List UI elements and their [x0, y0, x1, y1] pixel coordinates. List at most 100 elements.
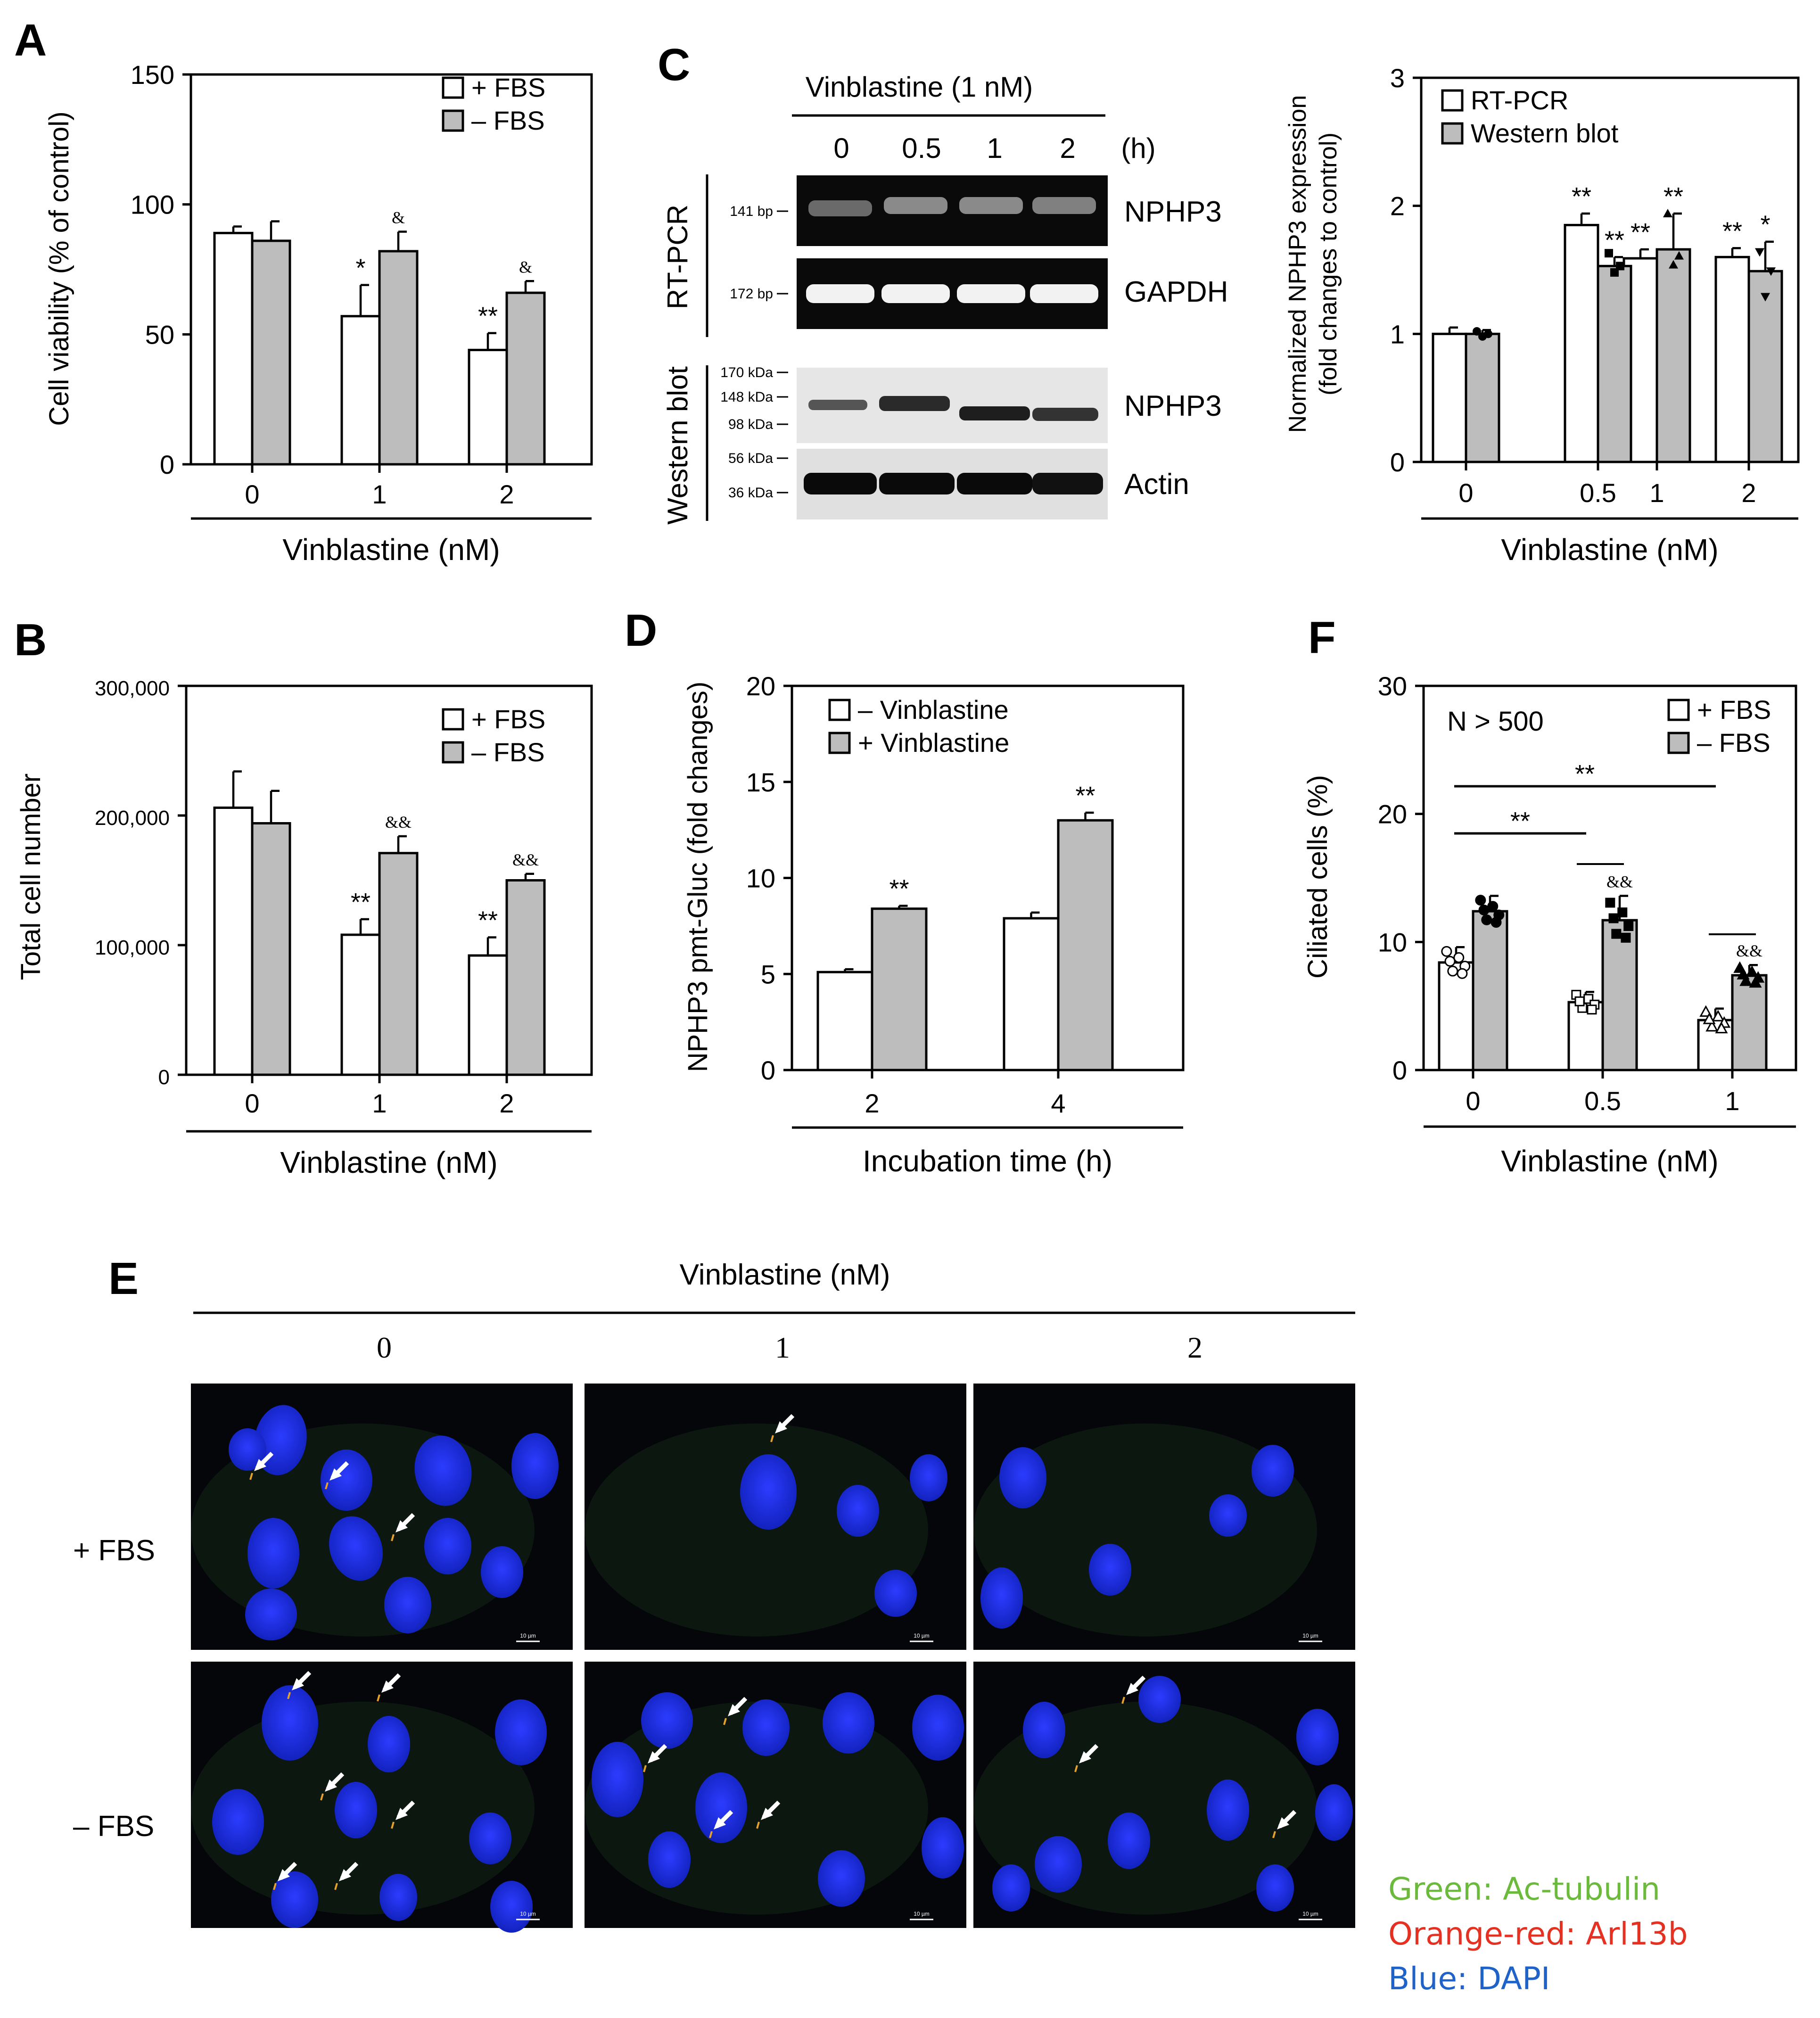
nucleus	[818, 1850, 865, 1907]
data-point	[1737, 968, 1750, 980]
significance-mark: *	[355, 254, 365, 282]
y-tick-label: 150	[131, 60, 174, 90]
microscopy-panel: Vinblastine (nM) 0 1 2 + FBS – FBS 10 µm…	[73, 1259, 1688, 1997]
y-axis-label: Ciliated cells (%)	[1302, 775, 1333, 979]
significance-mark: &&	[1606, 873, 1633, 891]
panel-letter-e: E	[108, 1253, 139, 1304]
y-tick-label: 3	[1390, 63, 1405, 93]
blot-bands-actin	[804, 473, 1103, 494]
cilium-arrowhead	[1079, 1751, 1091, 1763]
micro-background	[973, 1384, 1355, 1650]
legend-swatch	[828, 732, 851, 754]
nucleus	[823, 1692, 874, 1754]
nucleus	[229, 1428, 266, 1471]
blot-time-2: 1	[987, 132, 1002, 164]
bar	[505, 291, 546, 466]
legend-label: + FBS	[471, 704, 545, 734]
nucleus	[648, 1831, 691, 1888]
y-tick-label: 10	[746, 864, 775, 893]
y-axis-label-2: (fold changes to control)	[1315, 132, 1342, 395]
legend-label: – Vinblastine	[858, 695, 1009, 725]
bracket-mark: **	[1510, 807, 1530, 835]
bar	[378, 250, 419, 466]
nucleus	[424, 1518, 471, 1574]
bar	[1438, 961, 1474, 1071]
nucleus	[384, 1577, 431, 1633]
micro-image-r1-c1: 10 µm	[585, 1662, 966, 1928]
bar	[340, 315, 381, 466]
data-point	[1453, 952, 1465, 963]
nucleus	[695, 1772, 747, 1843]
bar	[468, 348, 508, 466]
scale-bar-label: 10 µm	[914, 1911, 930, 1917]
legend-green: Green: Ac-tubulin	[1388, 1871, 1660, 1907]
cilium-arrowhead	[775, 1421, 787, 1433]
micro-image-r0-c2: 10 µm	[973, 1384, 1355, 1650]
blot-time-0: 0	[833, 132, 849, 164]
bar	[871, 907, 928, 1071]
band-nphp3-pcr: NPHP3	[1124, 196, 1222, 228]
legend-swatch	[1667, 732, 1690, 754]
pcr-bands-gapdh	[806, 284, 1098, 303]
data-point	[1617, 907, 1628, 918]
nucleus	[212, 1789, 264, 1855]
pcr-bands-nphp3	[808, 197, 1096, 216]
band-nphp3-wb: NPHP3	[1124, 390, 1222, 422]
legend-label: Western blot	[1471, 118, 1619, 148]
significance-mark: &	[392, 208, 405, 227]
x-axis-label: Incubation time (h)	[863, 1144, 1112, 1178]
cilium-arrowhead	[761, 1808, 773, 1820]
nucleus	[592, 1742, 643, 1817]
nucleus	[641, 1692, 693, 1749]
cilium	[273, 1883, 277, 1890]
nucleus	[922, 1817, 964, 1878]
y-tick-label: 0	[1390, 447, 1405, 477]
nucleus	[740, 1454, 797, 1530]
nucleus	[1138, 1676, 1181, 1723]
data-point	[1766, 267, 1776, 276]
micro-image-r0-c0: 10 µm	[191, 1384, 573, 1650]
nucleus	[1256, 1864, 1294, 1911]
bar	[1432, 332, 1467, 463]
cilium	[1074, 1765, 1078, 1772]
significance-mark: **	[1572, 182, 1591, 211]
legend-label: – FBS	[471, 106, 545, 135]
data-point	[1621, 932, 1631, 943]
x-tick-label: 0.5	[1584, 1086, 1621, 1116]
cilium-arrowhead	[292, 1678, 304, 1690]
cilium-arrowhead	[329, 1468, 342, 1481]
x-tick-label: 0	[1466, 1086, 1480, 1116]
legend-label: – FBS	[471, 737, 545, 767]
significance-mark: *	[1760, 211, 1770, 239]
data-point	[1755, 248, 1764, 257]
bar	[378, 852, 419, 1076]
data-point	[1761, 293, 1770, 302]
blot-time-1: 0.5	[902, 132, 941, 164]
y-tick-label: 0	[158, 1066, 170, 1089]
x-tick-label: 1	[372, 479, 387, 509]
cilium-arrowhead	[395, 1808, 408, 1820]
data-point	[1605, 249, 1613, 258]
data-point	[1475, 895, 1486, 906]
cilium	[709, 1831, 713, 1838]
data-point	[1746, 965, 1759, 977]
nucleus	[1108, 1812, 1150, 1869]
bar	[1057, 819, 1114, 1071]
nucleus	[1207, 1779, 1249, 1841]
nucleus	[247, 1518, 299, 1589]
size-36kda: 36 kDa	[728, 485, 773, 501]
x-tick-label: 0.5	[1580, 478, 1616, 508]
significance-mark: &&	[385, 813, 412, 832]
nucleus	[495, 1699, 547, 1765]
x-tick-label: 1	[1725, 1086, 1739, 1116]
nucleus	[271, 1871, 318, 1928]
bar	[1597, 264, 1632, 463]
cilium-arrowhead	[1277, 1817, 1289, 1829]
data-point	[1674, 251, 1684, 260]
y-tick-label: 0	[1392, 1055, 1407, 1085]
legend-swatch	[1441, 122, 1464, 145]
x-tick-label: 2	[865, 1088, 879, 1118]
micro-image-r0-c1: 10 µm	[585, 1384, 966, 1650]
bar	[468, 954, 508, 1076]
